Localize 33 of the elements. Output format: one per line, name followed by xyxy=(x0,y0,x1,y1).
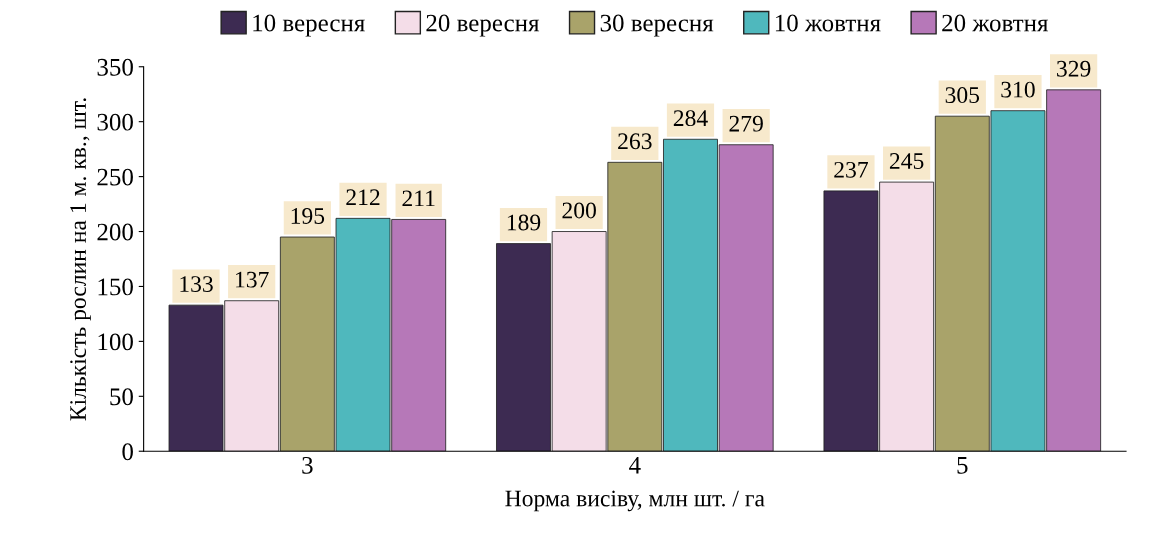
legend-label: 20 вересня xyxy=(426,14,540,37)
data-label: 305 xyxy=(945,87,980,104)
data-label: 329 xyxy=(1057,60,1091,77)
data-label: 189 xyxy=(507,214,541,231)
y-tick-label: 250 xyxy=(97,168,133,186)
legend-label: 10 вересня xyxy=(253,14,365,37)
y-tick-label: 0 xyxy=(122,443,133,461)
data-label: 245 xyxy=(889,153,924,169)
y-tick-label: 50 xyxy=(110,388,133,406)
data-label: 195 xyxy=(291,208,325,224)
y-tick-label: 200 xyxy=(97,223,133,241)
data-label: 279 xyxy=(729,115,763,132)
data-label: 263 xyxy=(618,133,652,150)
legend-label: 10 жовтня xyxy=(775,14,881,32)
data-label: 310 xyxy=(1001,81,1035,98)
data-label: 237 xyxy=(834,161,868,178)
x-tick-label: 3 xyxy=(302,456,313,474)
x-tick-label: 4 xyxy=(629,456,641,474)
y-tick-label: 100 xyxy=(98,333,133,351)
y-tick-label: 150 xyxy=(98,278,133,296)
data-label: 133 xyxy=(180,276,213,292)
data-label: 200 xyxy=(562,202,596,219)
y-tick-label: 300 xyxy=(97,113,133,131)
data-label: 137 xyxy=(236,271,269,288)
legend-label: 20 жовтня xyxy=(942,14,1049,32)
data-label: 211 xyxy=(402,190,435,207)
y-axis-title: Кількість рослин на 1 м. кв., шт. xyxy=(70,98,91,421)
x-axis-title: Норма висіву, млн шт. / га xyxy=(505,490,765,512)
data-label: 212 xyxy=(346,189,380,205)
legend-label: 30 вересня xyxy=(600,14,714,37)
data-label: 284 xyxy=(673,110,708,127)
y-tick-label: 350 xyxy=(97,58,133,76)
x-tick-label: 5 xyxy=(957,457,968,474)
